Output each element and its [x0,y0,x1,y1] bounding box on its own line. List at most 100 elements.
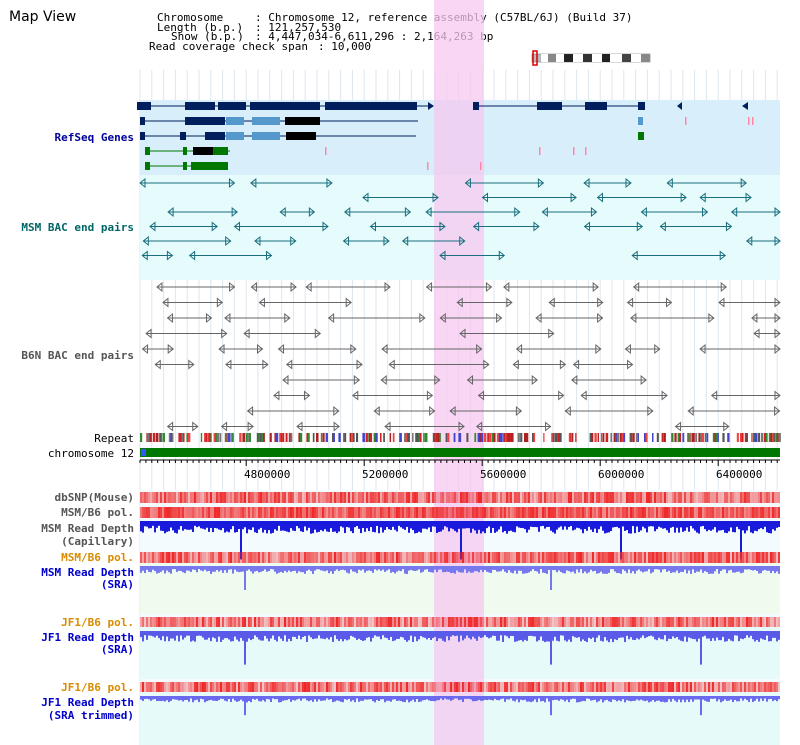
polymorphism-bin [622,682,624,692]
depth-bin [392,696,394,700]
polymorphism-bin [168,617,170,627]
polymorphism-bin [552,617,554,627]
depth-bin [320,521,322,531]
polymorphism-bin [180,507,182,518]
depth-bin [188,566,190,571]
track-label-jf1-b6-pol-2[interactable]: JF1/B6 pol. [61,681,134,694]
polymorphism-bin [764,492,766,503]
polymorphism-bin [706,507,708,518]
polymorphism-bin [444,552,446,563]
polymorphism-bin [410,492,412,503]
polymorphism-bin [202,507,204,518]
depth-bin [280,631,282,639]
polymorphism-bin [720,552,722,563]
track-label-dbsnp[interactable]: dbSNP(Mouse) [54,491,134,504]
polymorphism-bin [228,617,230,627]
depth-bin [712,631,714,639]
depth-bin [682,631,684,642]
msm-bac-track[interactable] [139,177,781,261]
depth-bin [238,631,240,642]
polymorphism-bin [450,552,452,563]
polymorphism-bin [320,507,322,518]
depth-bin [300,696,302,701]
gene-exon [325,102,417,110]
repeat-element [280,433,283,442]
axis-tick-label: 6400000 [716,468,763,481]
track-label-msm-b6-pol[interactable]: MSM/B6 pol. [61,506,134,519]
page-title: Map View [9,9,77,25]
track-label-msm-read-depth[interactable]: MSM Read Depth [41,522,134,535]
bac-end [290,281,297,293]
refseq-genes-track[interactable] [137,102,754,170]
polymorphism-bin [416,682,418,692]
polymorphism-bin [338,682,340,692]
repeat-element [432,433,436,442]
chromosome-bar[interactable] [140,448,780,457]
polymorphism-bin [528,552,530,563]
depth-bin [330,696,332,700]
track-label-refseq[interactable]: RefSeq Genes [54,131,134,144]
b6n-bac-track[interactable] [141,281,781,432]
polymorphism-bin [442,617,444,627]
polymorphism-bin [354,617,356,627]
depth-bin [696,631,698,642]
polymorphism-bin [374,552,376,563]
repeat-track[interactable] [140,433,781,442]
polymorphism-bin [658,682,660,692]
depth-bin [612,631,614,643]
variation-depth-tracks[interactable] [140,492,780,716]
track-label-jf1-read-depth[interactable]: JF1 Read Depth [41,631,134,644]
bac-end [541,206,548,218]
track-label-b6n-bac[interactable]: B6N BAC end pairs [21,349,134,362]
polymorphism-bin [516,682,518,692]
polymorphism-bin [276,492,278,503]
repeat-element [493,433,496,442]
depth-bin [174,696,176,700]
polymorphism-bin [650,617,652,627]
depth-bin [400,631,402,637]
depth-bin [546,521,548,528]
polymorphism-bin [664,552,666,563]
depth-bin [560,696,562,700]
depth-bin [422,521,424,529]
depth-bin [144,631,146,636]
track-label-msm-read-depth-sra[interactable]: MSM Read Depth [41,566,134,579]
depth-bin [480,521,482,534]
bac-end [687,405,694,417]
polymorphism-bin [234,682,236,692]
polymorphism-bin [480,552,482,563]
polymorphism-bin [426,682,428,692]
chromosome-ideogram[interactable] [531,50,651,66]
depth-bin [326,566,328,571]
track-label-jf1-read-depth-trim[interactable]: JF1 Read Depth [41,696,134,709]
bac-end [266,250,273,261]
depth-bin [220,696,222,699]
polymorphism-bin [176,507,178,518]
depth-bin [470,696,472,700]
track-label-jf1-b6-pol[interactable]: JF1/B6 pol. [61,616,134,629]
depth-bin [496,696,498,700]
polymorphism-bin [204,682,206,692]
polymorphism-bin [348,552,350,563]
repeat-element [602,433,605,442]
track-label-msm-bac[interactable]: MSM BAC end pairs [21,221,134,234]
depth-bin [262,566,264,572]
polymorphism-bin [274,682,276,692]
depth-bin [762,631,764,640]
polymorphism-bin [408,492,410,503]
bac-end [246,405,254,417]
polymorphism-bin [308,682,310,692]
repeat-element [533,433,536,442]
polymorphism-bin [492,682,494,692]
polymorphism-bin [694,552,696,563]
polymorphism-bin [734,552,736,563]
polymorphism-bin [580,492,582,503]
repeat-element [556,433,558,442]
polymorphism-bin [628,617,630,627]
depth-bin [560,521,562,527]
track-label-msm-b6-pol-sra[interactable]: MSM/B6 pol. [61,551,134,564]
polymorphism-bin [344,507,346,518]
bac-end [774,312,781,324]
polymorphism-bin [460,682,462,692]
